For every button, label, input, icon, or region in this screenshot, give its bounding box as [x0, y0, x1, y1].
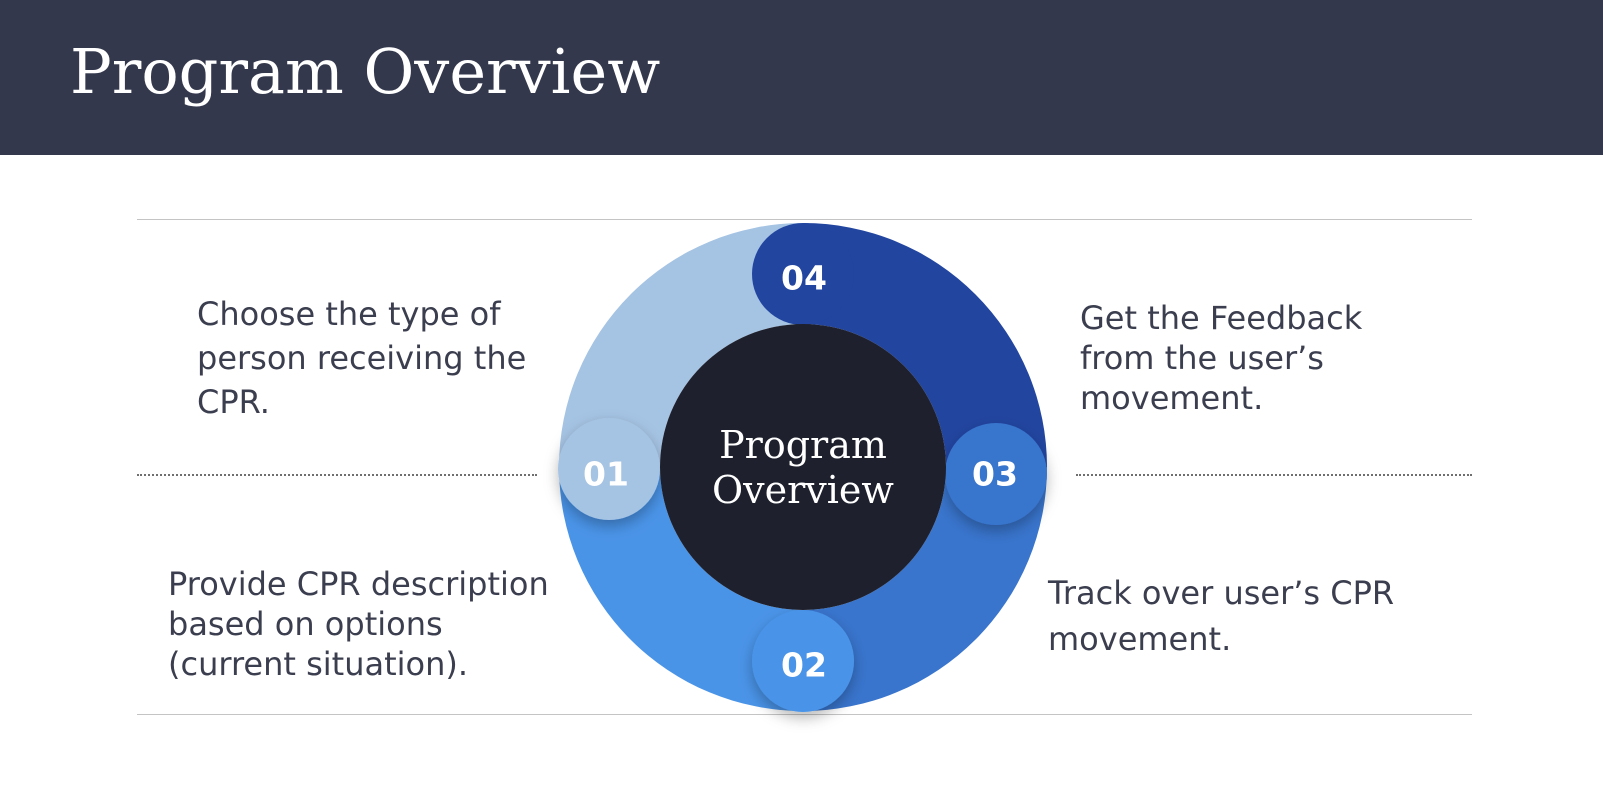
- step-04-line: Get the Feedback: [1080, 299, 1363, 337]
- segment-04-cap: [752, 223, 854, 325]
- step-01-line: Choose the type of: [197, 295, 501, 333]
- top-divider: [137, 219, 1472, 220]
- step-04-line: movement.: [1080, 379, 1264, 417]
- segment-01-cap: [558, 418, 660, 520]
- segment-01: [559, 223, 803, 467]
- page-title: Program Overview: [70, 35, 661, 108]
- segment-04: [803, 223, 1047, 467]
- step-number-04: 04: [781, 259, 827, 298]
- center-label-line-2: Overview: [712, 468, 894, 512]
- step-02-description: Provide CPR description based on options…: [168, 564, 549, 684]
- step-number-02: 02: [781, 646, 827, 685]
- step-03-description: Track over user’s CPR movement.: [1048, 570, 1394, 662]
- step-02-line: (current situation).: [168, 645, 469, 683]
- right-dotted-divider: [1076, 474, 1472, 476]
- step-02-line: Provide CPR description: [168, 565, 549, 603]
- step-01-description: Choose the type of person receiving the …: [197, 292, 526, 424]
- step-03-line: Track over user’s CPR: [1048, 574, 1395, 612]
- left-dotted-divider: [137, 474, 537, 476]
- bottom-divider: [137, 714, 1472, 715]
- segment-02: [559, 467, 803, 711]
- step-01-line: person receiving the: [197, 339, 527, 377]
- step-number-01: 01: [583, 455, 629, 494]
- segment-02-cap: [752, 610, 854, 712]
- step-04-description: Get the Feedback from the user’s movemen…: [1080, 298, 1362, 418]
- step-03-line: movement.: [1048, 620, 1232, 658]
- title-bar: Program Overview: [0, 0, 1603, 155]
- step-01-line: CPR.: [197, 383, 270, 421]
- step-04-line: from the user’s: [1080, 339, 1324, 377]
- step-02-line: based on options: [168, 605, 443, 643]
- center-label-line-1: Program: [719, 423, 887, 467]
- segment-03-cap: [945, 423, 1047, 525]
- segment-03: [803, 467, 1047, 711]
- step-number-03: 03: [972, 455, 1018, 494]
- center-circle: [660, 324, 946, 610]
